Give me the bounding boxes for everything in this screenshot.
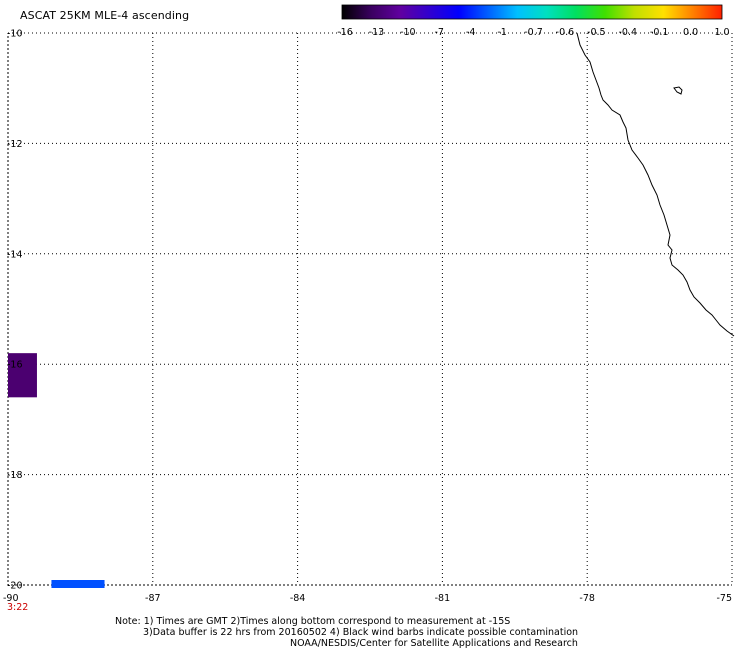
colorbar-label: -0.4 — [618, 27, 637, 38]
colorbar-label: -0.7 — [524, 27, 543, 38]
longitude-label: -90 — [3, 593, 19, 604]
map-frame — [7, 32, 733, 586]
colorbar-label: -7 — [435, 27, 444, 38]
wind-speed-cell — [8, 353, 37, 398]
swath-data-layer — [8, 353, 105, 588]
coastline-islet — [673, 86, 683, 95]
footnote-credit: NOAA/NESDIS/Center for Satellite Applica… — [290, 638, 578, 649]
latitude-label: -14 — [7, 249, 23, 260]
colorbar-label: -1 — [497, 27, 506, 38]
latitude-label: -16 — [7, 360, 23, 371]
latitude-label: -20 — [7, 581, 23, 592]
latitude-label: -12 — [7, 139, 23, 150]
longitude-label: -75 — [716, 593, 732, 604]
lat-lon-grid — [7, 32, 733, 586]
longitude-label: -87 — [145, 593, 161, 604]
colorbar-label: -0.1 — [650, 27, 669, 38]
colorbar-label: -10 — [400, 27, 416, 38]
time-marker-bar — [51, 580, 105, 588]
axis-labels: -10 -12 -14 -16 -18 -20-90 -87 -84 -81 -78 -75 3:22 — [3, 29, 732, 614]
colorbar-label: 1.0 — [714, 27, 729, 38]
longitude-label: -84 — [290, 593, 306, 604]
coastline-layer — [576, 32, 735, 337]
latitude-label: -10 — [7, 29, 23, 40]
coastline-south-america — [576, 32, 735, 337]
map-title: ASCAT 25KM MLE-4 ascending — [20, 9, 190, 22]
longitude-label: -81 — [435, 593, 451, 604]
colorbar-label: -4 — [466, 27, 475, 38]
latitude-label: -18 — [7, 470, 23, 481]
colorbar-gradient — [341, 4, 723, 20]
footnote-line-2: 3)Data buffer is 22 hrs from 20160502 4)… — [143, 627, 579, 638]
time-label: 3:22 — [7, 602, 28, 613]
footnote-line-1: Note: 1) Times are GMT 2)Times along bot… — [115, 616, 511, 627]
longitude-label: -78 — [579, 593, 595, 604]
colorbar-label: 0.0 — [683, 27, 698, 38]
